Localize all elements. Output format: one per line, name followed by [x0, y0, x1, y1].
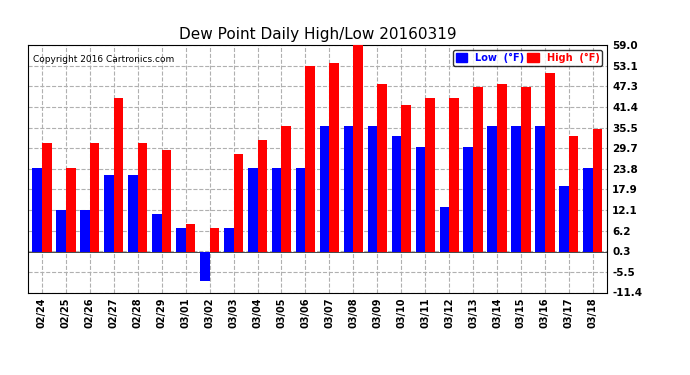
Bar: [128, 175, 138, 252]
Bar: [344, 126, 353, 252]
Bar: [90, 144, 99, 252]
Bar: [272, 168, 282, 252]
Bar: [80, 210, 90, 252]
Bar: [449, 98, 459, 252]
Bar: [319, 126, 329, 252]
Bar: [545, 73, 555, 252]
Bar: [583, 168, 593, 252]
Bar: [114, 98, 124, 252]
Bar: [511, 126, 521, 252]
Bar: [593, 129, 602, 252]
Bar: [377, 84, 387, 252]
Bar: [560, 186, 569, 252]
Bar: [497, 84, 506, 252]
Bar: [425, 98, 435, 252]
Bar: [42, 144, 52, 252]
Title: Dew Point Daily High/Low 20160319: Dew Point Daily High/Low 20160319: [179, 27, 456, 42]
Bar: [234, 154, 243, 252]
Bar: [535, 126, 545, 252]
Bar: [32, 168, 42, 252]
Bar: [569, 136, 578, 252]
Bar: [440, 207, 449, 252]
Bar: [415, 147, 425, 252]
Bar: [521, 87, 531, 252]
Bar: [296, 168, 306, 252]
Bar: [248, 168, 257, 252]
Bar: [368, 126, 377, 252]
Bar: [464, 147, 473, 252]
Bar: [57, 210, 66, 252]
Bar: [66, 168, 75, 252]
Bar: [306, 66, 315, 252]
Bar: [392, 136, 401, 252]
Bar: [473, 87, 483, 252]
Bar: [257, 140, 267, 252]
Bar: [282, 126, 291, 252]
Bar: [186, 224, 195, 252]
Bar: [329, 63, 339, 252]
Bar: [138, 144, 148, 252]
Bar: [200, 252, 210, 280]
Bar: [353, 45, 363, 252]
Bar: [487, 126, 497, 252]
Legend: Low  (°F), High  (°F): Low (°F), High (°F): [453, 50, 602, 66]
Bar: [161, 150, 171, 252]
Bar: [224, 228, 234, 252]
Bar: [152, 214, 161, 252]
Bar: [104, 175, 114, 252]
Bar: [210, 228, 219, 252]
Bar: [176, 228, 186, 252]
Text: Copyright 2016 Cartronics.com: Copyright 2016 Cartronics.com: [33, 55, 175, 64]
Bar: [401, 105, 411, 252]
